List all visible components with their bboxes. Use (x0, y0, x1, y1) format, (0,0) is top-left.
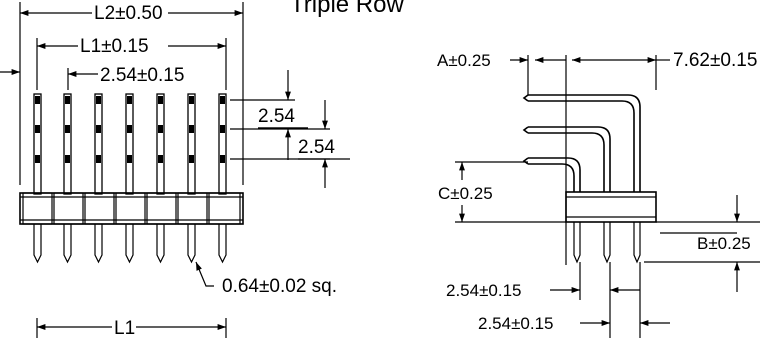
pin-column (63, 93, 72, 264)
pin-column (94, 93, 103, 264)
c-label: C±0.25 (438, 184, 493, 203)
bottom-l1-dimension: L1 (36, 318, 227, 338)
l1-label: L1±0.15 (80, 36, 149, 57)
row-pitch-dimensions: 2.54 2.54 (230, 70, 350, 188)
side-pitch2-label: 2.54±0.15 (478, 314, 554, 333)
l2-label: L2±0.50 (94, 3, 163, 24)
l2-dimension: L2±0.50 (19, 2, 244, 185)
side-pitch1-label: 2.54±0.15 (446, 281, 522, 300)
side-pitch1-dimension: 2.54±0.15 (446, 262, 640, 338)
b-dimension: B±0.25 (644, 195, 760, 292)
side-pitch2-dimension: 2.54±0.15 (478, 262, 670, 338)
length-dimension: 7.62±0.15 (572, 50, 757, 90)
a-dimension: A±0.25 (437, 51, 567, 265)
front-pins (33, 93, 227, 264)
a-label: A±0.25 (437, 51, 491, 70)
side-housing (565, 191, 657, 223)
drawing-title: Triple Row (290, 0, 404, 18)
pin-column (33, 93, 42, 264)
pin-size-label: 0.64±0.02 sq. (222, 276, 337, 297)
l1-dimension: L1±0.15 (36, 36, 227, 90)
pin-column (187, 93, 196, 264)
pin-column (125, 93, 134, 264)
b-label: B±0.25 (697, 234, 751, 253)
c-dimension: C±0.25 (438, 161, 566, 223)
side-view: A±0.25 7.62±0.15 (437, 50, 760, 338)
bottom-l1-label: L1 (114, 318, 135, 338)
pin-column (218, 93, 227, 264)
side-pins (522, 94, 641, 264)
front-housing (19, 192, 244, 225)
front-view: L2±0.50 L1±0.15 2.54±0.15 (0, 2, 350, 338)
pitch-label: 2.54±0.15 (100, 65, 184, 86)
row-pitch-upper-label: 2.54 (258, 106, 295, 127)
pin-size-callout: 0.64±0.02 sq. (195, 261, 337, 297)
length-label: 7.62±0.15 (673, 50, 757, 71)
pin-column (156, 93, 165, 264)
row-pitch-lower-label: 2.54 (298, 137, 335, 158)
pitch-dimension: 2.54±0.15 (67, 65, 184, 90)
